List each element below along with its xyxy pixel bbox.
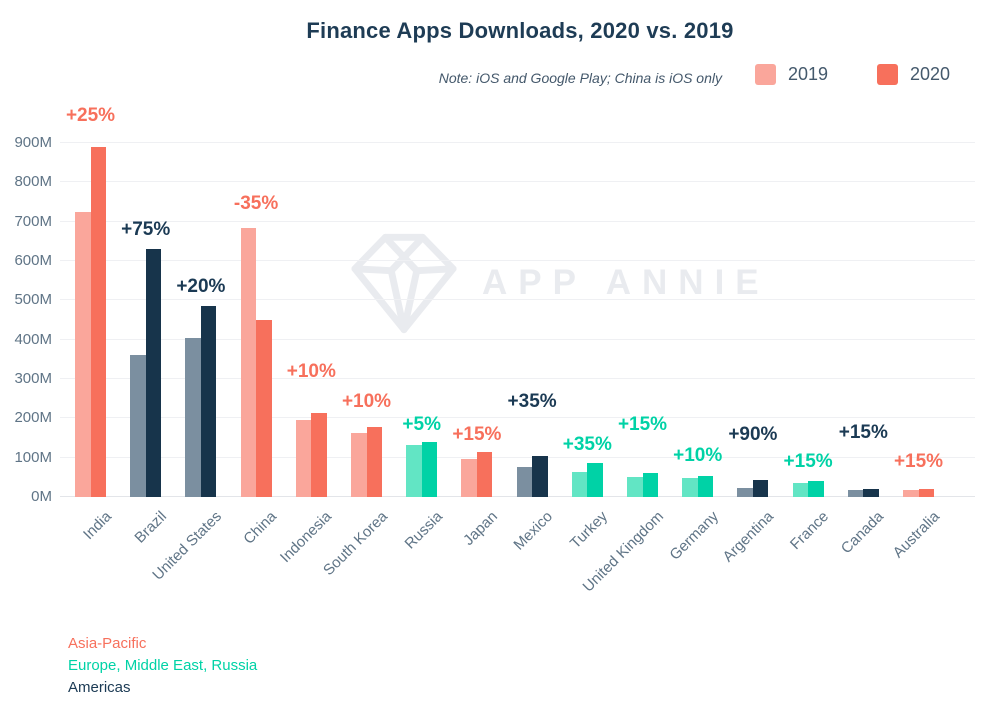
chart-note: Note: iOS and Google Play; China is iOS …	[438, 70, 722, 86]
bar-2019-south-korea	[351, 433, 367, 497]
bar-2020-mexico	[532, 456, 548, 497]
gridline-600M	[60, 260, 975, 261]
pct-change-south-korea: +10%	[341, 391, 392, 412]
y-axis-tick-200M: 200M	[14, 409, 52, 427]
y-axis-tick-900M: 900M	[14, 134, 52, 151]
pct-change-japan: +15%	[452, 423, 502, 445]
region-legend-americas: Americas	[68, 679, 131, 696]
bar-2020-brazil	[145, 249, 162, 497]
pct-change-germany: +10%	[673, 445, 723, 467]
pct-change-russia: +5%	[402, 413, 441, 435]
bar-2020-indonesia	[311, 413, 327, 497]
x-axis-label-australia: Australia	[889, 508, 943, 562]
bar-2020-south-korea	[366, 427, 382, 497]
bar-2019-russia	[406, 444, 422, 497]
bar-2020-germany	[697, 476, 714, 497]
x-axis-label-south-korea: South Korea	[319, 508, 391, 579]
gridline-300M	[60, 378, 975, 379]
y-axis-tick-500M: 500M	[14, 291, 52, 309]
pct-change-mexico: +35%	[507, 391, 557, 413]
pct-change-united-kingdom: +15%	[617, 414, 668, 436]
legend-label-2020: 2020	[910, 64, 951, 84]
bar-2019-france	[792, 482, 809, 497]
y-axis: 0M 100M 200M 300M 400M 500M 600M 700M 800M 900M	[0, 134, 52, 505]
x-axis-label-united-kingdom: United Kingdom	[579, 508, 667, 596]
bar-2020-argentina	[752, 480, 769, 497]
gridline-700M	[60, 220, 975, 222]
gridline-800M	[60, 181, 975, 183]
bar-2020-india	[90, 146, 106, 497]
bar-2019-united-kingdom	[627, 476, 643, 497]
pct-change-turkey: +35%	[562, 434, 612, 456]
gridline-400M	[60, 338, 975, 340]
y-axis-tick-300M: 300M	[14, 370, 52, 387]
pct-change-china: -35%	[233, 192, 279, 214]
legend-item-2020: 2020	[877, 64, 950, 85]
x-axis-label-turkey: Turkey	[567, 508, 612, 553]
region-legend-emea: Europe, Middle East, Russia	[68, 657, 258, 674]
bar-2019-mexico	[516, 466, 533, 497]
pct-change-indonesia: +10%	[286, 361, 336, 383]
gridline-200M	[60, 417, 975, 419]
chart-title: Finance Apps Downloads, 2020 vs. 2019	[306, 18, 734, 43]
bar-2019-india	[75, 211, 91, 497]
pct-change-argentina: +90%	[728, 424, 778, 446]
legend-swatch-2019	[755, 64, 776, 85]
y-axis-tick-0M: 0M	[31, 488, 52, 505]
bar-2019-united-states	[185, 337, 201, 497]
y-axis-tick-700M: 700M	[14, 212, 52, 230]
bar-2020-united-kingdom	[642, 473, 658, 497]
bar-2020-russia	[421, 441, 438, 497]
gridline-100M	[60, 456, 975, 458]
bar-2020-turkey	[587, 463, 603, 497]
legend-label-2019: 2019	[788, 64, 829, 84]
bar-2020-australia	[918, 488, 934, 497]
bar-2019-brazil	[130, 355, 146, 497]
y-axis-tick-100M: 100M	[14, 448, 52, 466]
pct-change-united-states: +20%	[176, 276, 226, 298]
bar-2020-united-states	[200, 306, 217, 497]
bar-2020-canada	[863, 489, 879, 497]
x-axis-label-indonesia: Indonesia	[277, 508, 336, 567]
gridline-500M	[60, 299, 975, 301]
gridline-900M	[60, 142, 975, 143]
pct-change-canada: +15%	[838, 422, 888, 444]
bar-2019-canada	[847, 490, 864, 497]
pct-change-brazil: +75%	[121, 219, 171, 241]
bar-2019-australia	[903, 489, 919, 497]
bar-2019-indonesia	[295, 420, 312, 497]
bar-2020-china	[256, 320, 272, 497]
legend-item-2019: 2019	[755, 64, 828, 85]
y-axis-tick-600M: 600M	[14, 252, 52, 269]
bar-2019-china	[240, 227, 257, 497]
y-axis-tick-800M: 800M	[14, 173, 52, 191]
pct-change-india: +25%	[65, 104, 116, 126]
plot-area: +25% India +75% Brazil +20% United States -35%…	[60, 105, 975, 595]
bar-2020-japan	[476, 451, 493, 497]
pct-change-france: +15%	[783, 450, 833, 472]
bar-2019-germany	[682, 478, 698, 497]
bar-2020-france	[808, 480, 824, 497]
bar-2019-argentina	[737, 488, 753, 497]
pct-change-australia: +15%	[893, 450, 944, 472]
legend-swatch-2020	[877, 64, 898, 85]
y-axis-tick-400M: 400M	[14, 330, 52, 348]
region-legend: Asia-Pacific Europe, Middle East, Russia…	[68, 633, 257, 699]
region-legend-asia-pacific: Asia-Pacific	[68, 635, 147, 652]
bar-2019-turkey	[571, 471, 588, 497]
x-axis-label-canada: Canada	[838, 508, 888, 558]
bar-2019-japan	[461, 458, 477, 497]
